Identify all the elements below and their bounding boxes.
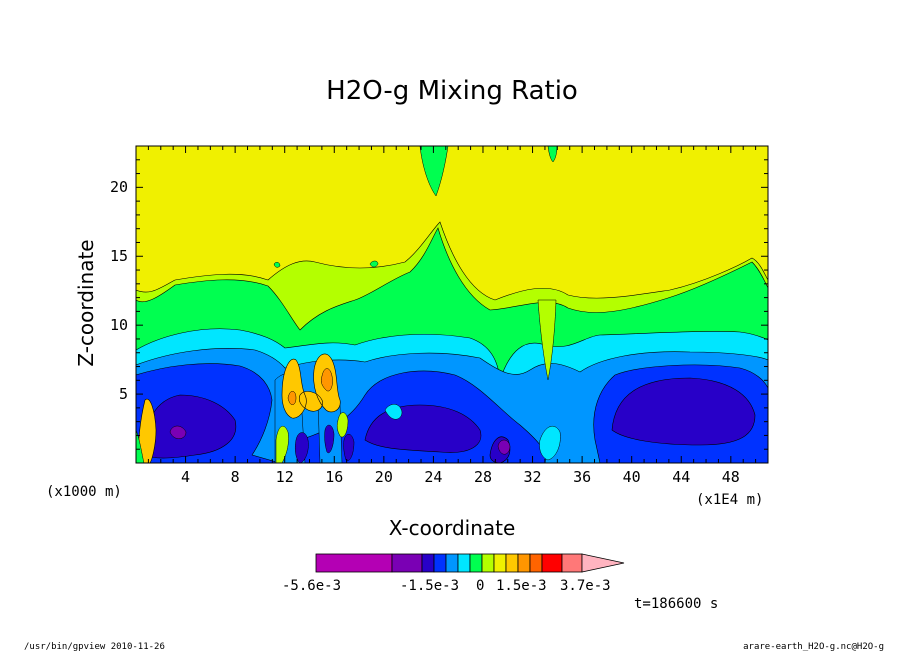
colorbar-arrow	[581, 553, 625, 573]
footer-right: arare-earth_H2O-g.nc@H2O-g	[743, 642, 884, 652]
field-layer-tower-yellowgreen	[275, 412, 349, 463]
field-layers	[136, 146, 768, 463]
time-label: t=186600 s	[634, 596, 719, 612]
field-layer-cyan-patch	[384, 404, 561, 461]
footer-left: /usr/bin/gpview 2010-11-26	[24, 642, 165, 652]
colorbar-label: -1.5e-3	[400, 578, 460, 594]
x-tick-label: 12	[275, 468, 294, 486]
x-tick-label: 16	[325, 468, 344, 486]
colorbar-cell	[541, 553, 563, 573]
x-tick-label: 28	[473, 468, 492, 486]
field-layer-tower-darkorange	[287, 368, 333, 405]
x-tick-label: 4	[181, 468, 191, 486]
colorbar-cell	[481, 553, 495, 573]
x-tick-label: 20	[374, 468, 393, 486]
colorbar-cell	[505, 553, 519, 573]
colorbar	[315, 553, 625, 573]
x-unit-right: (x1E4 m)	[696, 492, 764, 508]
x-tick-label: 48	[721, 468, 740, 486]
field-layer-darkblue	[144, 377, 756, 463]
colorbar-label: 0	[476, 578, 485, 594]
colorbar-cell	[561, 553, 583, 573]
colorbar-cell	[391, 553, 423, 573]
colorbar-cell	[457, 553, 471, 573]
colorbar-cell	[433, 553, 447, 573]
x-axis-label: X-coordinate	[388, 516, 516, 540]
field-layer-upper-green	[273, 146, 558, 268]
colorbar-label: 1.5e-3	[496, 578, 547, 594]
colorbar-cell	[315, 553, 393, 573]
colorbar-cell	[493, 553, 507, 573]
colorbar-cell	[469, 553, 483, 573]
plot-frame	[135, 145, 769, 464]
colorbar-cell	[445, 553, 459, 573]
x-tick-label: 8	[230, 468, 240, 486]
x-tick-label: 32	[523, 468, 542, 486]
field-layer-edge-plume	[137, 398, 157, 463]
field-layer-tower-navy	[294, 424, 355, 463]
field-layer-green-dip	[537, 299, 557, 381]
chart-title: H2O-g Mixing Ratio	[326, 76, 578, 106]
x-tick-label: 44	[672, 468, 691, 486]
colorbar-label: 3.7e-3	[560, 578, 611, 594]
colorbar-cell	[421, 553, 435, 573]
x-unit-left: (x1000 m)	[46, 484, 122, 500]
colorbar-cell	[517, 553, 531, 573]
x-tick-label: 36	[573, 468, 592, 486]
y-tick-label: 10	[109, 316, 128, 335]
x-tick-label: 40	[622, 468, 641, 486]
colorbar-cell	[529, 553, 543, 573]
axis-ticks	[136, 146, 768, 463]
x-tick-label: 24	[424, 468, 443, 486]
y-tick-label: 20	[109, 178, 128, 197]
colorbar-label: -5.6e-3	[282, 578, 342, 594]
y-tick-label: 15	[109, 247, 128, 266]
y-tick-label: 5	[118, 385, 128, 404]
